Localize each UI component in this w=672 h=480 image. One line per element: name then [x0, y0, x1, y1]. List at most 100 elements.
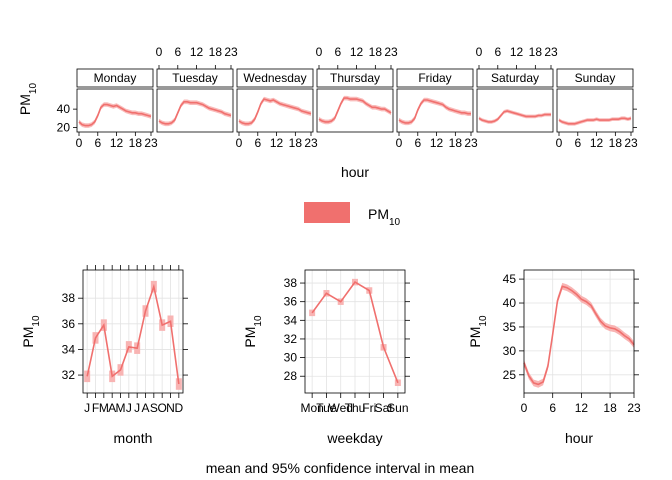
hour-x-axis-label: hour: [565, 430, 593, 446]
x-tick-label: 0: [556, 136, 563, 150]
x-tick-label: 0: [156, 45, 163, 59]
x-tick-label: N: [166, 401, 175, 415]
x-tick-label: 23: [224, 45, 238, 59]
y-tick-label: 28: [284, 369, 298, 383]
figure-caption: mean and 95% confidence interval in mean: [206, 460, 475, 476]
x-tick-label: Wed: [328, 401, 352, 415]
day-panel-friday: Friday 0 6 12 18 23: [396, 68, 478, 150]
x-tick-label: 6: [549, 401, 556, 415]
day-panel-frame: [556, 88, 634, 133]
x-tick-label: 18: [369, 45, 383, 59]
day-strip-label: Tuesday: [172, 71, 218, 85]
day-series-line: [478, 110, 551, 123]
legend-swatch: [304, 202, 350, 223]
y-tick-label: 40: [503, 296, 517, 310]
day-panel-frame: [396, 88, 474, 133]
day-series-line: [558, 117, 632, 125]
x-tick-label: 23: [624, 136, 638, 150]
y-tick-label: 38: [284, 276, 298, 290]
month-ci-bar: [175, 378, 182, 390]
y-tick-label: 34: [284, 313, 298, 327]
y-tick-label: 36: [284, 295, 298, 309]
y-tick-label: 34: [62, 342, 76, 356]
day-strip: [236, 68, 314, 88]
day-panel-monday: Monday 0 6 12 18 23 20 40: [57, 68, 158, 150]
x-tick-label: 6: [574, 136, 581, 150]
day-panel-saturday: Saturday 0 6 12 18 23: [476, 45, 558, 133]
x-tick-label: 0: [316, 45, 323, 59]
x-tick-label: 12: [190, 45, 204, 59]
month-ci-bar: [84, 370, 91, 383]
y-tick-label: 40: [57, 102, 71, 116]
x-tick-label: J: [134, 401, 140, 415]
x-tick-label: D: [174, 401, 183, 415]
hour-series-line: [523, 285, 635, 386]
x-tick-label: Sun: [387, 401, 408, 415]
x-tick-label: 12: [350, 45, 364, 59]
y-tick-label: 30: [284, 351, 298, 365]
x-tick-label: 0: [476, 45, 483, 59]
panel-frame: [523, 269, 635, 394]
x-tick-label: 6: [334, 45, 341, 59]
x-tick-label: O: [157, 401, 166, 415]
x-tick-label: 23: [464, 136, 478, 150]
hour-y-axis-label: PM10: [467, 315, 489, 348]
x-tick-label: 23: [304, 136, 318, 150]
y-tick-label: 38: [62, 291, 76, 305]
x-tick-label: Sat: [375, 401, 394, 415]
x-tick-label: 23: [627, 401, 641, 415]
x-tick-label: 6: [414, 136, 421, 150]
x-tick-label: 12: [270, 136, 284, 150]
x-tick-label: 12: [510, 45, 524, 59]
day-strip: [556, 68, 634, 88]
x-tick-label: 23: [544, 45, 558, 59]
x-tick-label: 12: [430, 136, 444, 150]
day-strip-label: Friday: [418, 71, 451, 85]
day-panel-frame: [476, 88, 554, 133]
y-tick-label: 25: [503, 368, 517, 382]
x-tick-label: A: [141, 401, 149, 415]
x-tick-label: 6: [254, 136, 261, 150]
day-panel-frame: [156, 88, 234, 133]
x-tick-label: 18: [209, 45, 223, 59]
day-strip: [156, 68, 234, 88]
month-series-line: [86, 283, 180, 385]
x-tick-label: 0: [236, 136, 243, 150]
x-tick-label: M: [99, 401, 109, 415]
day-panel-frame: [316, 88, 394, 133]
day-panel-thursday: Thursday 0 6 12 18 23: [316, 45, 398, 133]
day-panel-frame: [236, 88, 314, 133]
weekday-series-line: [311, 281, 399, 384]
day-series-line: [398, 99, 471, 124]
day-hour-x-axis-label: hour: [341, 164, 369, 180]
y-tick-label: 32: [284, 332, 298, 346]
month-x-axis-label: month: [114, 430, 153, 446]
y-tick-label: 20: [57, 120, 71, 134]
x-tick-label: 6: [174, 45, 181, 59]
summary-panels: J F M A M J J A S O N D32343638monthPM10MonTueWedTh…: [20, 265, 641, 446]
x-tick-label: 0: [396, 136, 403, 150]
x-tick-label: F: [92, 401, 99, 415]
legend: PM10: [304, 202, 401, 228]
weekday-y-axis-label: PM10: [242, 315, 264, 348]
day-series-line: [158, 101, 232, 125]
day-confidence-band: [319, 95, 391, 125]
x-tick-label: 18: [529, 45, 543, 59]
day-strip: [76, 68, 154, 88]
day-panel-sunday: Sunday 0 6 12 18 23: [556, 68, 638, 150]
x-tick-label: 23: [144, 136, 158, 150]
weekday-x-axis-label: weekday: [326, 430, 382, 446]
day-panel-tuesday: Tuesday 0 6 12 18 23: [156, 45, 238, 133]
day-strip: [476, 68, 554, 88]
x-tick-label: 18: [129, 136, 143, 150]
day-strip-label: Monday: [94, 71, 137, 85]
hour-panel: 0 6 12 18 23 25 30 35 40 45 hour PM10: [467, 269, 641, 446]
day-strip-label: Wednesday: [243, 71, 306, 85]
x-tick-label: Thu: [345, 401, 366, 415]
day-panel-frame: [76, 88, 154, 133]
x-tick-label: 0: [76, 136, 83, 150]
